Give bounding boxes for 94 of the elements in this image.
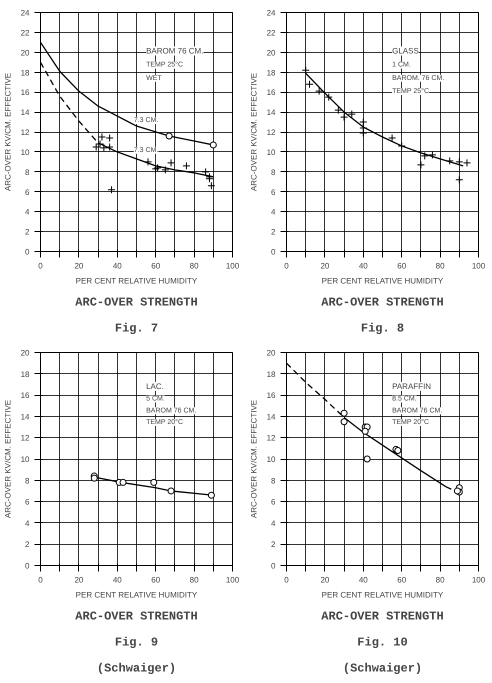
y-tick-label: 4 xyxy=(25,518,30,528)
y-tick-label: 6 xyxy=(271,188,276,197)
text: ARC-OVER STRENGTH xyxy=(75,296,198,310)
x-tick-label: 100 xyxy=(472,262,486,270)
y-tick-label: 22 xyxy=(266,28,276,38)
annotation: BAROM 76 CM. xyxy=(146,46,204,56)
x-tick-label: 80 xyxy=(190,576,200,584)
text: Fig. 10 xyxy=(357,636,408,650)
x-tick-label: 100 xyxy=(226,576,240,584)
y-tick-label: 2 xyxy=(271,540,276,550)
y-tick-label: 20 xyxy=(20,348,30,358)
y-tick-label: 10 xyxy=(266,148,276,157)
text: Fig. 9 xyxy=(114,636,158,650)
y-tick-label: 10 xyxy=(266,455,276,464)
x-tick-label: 20 xyxy=(74,576,84,584)
y-tick-label: 10 xyxy=(20,148,30,157)
y-tick-label: 16 xyxy=(20,88,30,98)
x-axis-title: PER CENT RELATIVE HUMIDITY xyxy=(322,276,444,286)
y-tick-label: 18 xyxy=(20,68,30,78)
y-tick-label: 8 xyxy=(25,476,30,486)
y-tick-label: 12 xyxy=(266,434,276,443)
y-tick-label: 0 xyxy=(25,562,30,570)
y-tick-label: 4 xyxy=(271,518,276,528)
y-tick-label: 16 xyxy=(20,391,30,400)
y-tick-label: 20 xyxy=(266,48,276,58)
y-tick-label: 2 xyxy=(271,228,276,237)
y-tick-label: 20 xyxy=(20,48,30,58)
x-tick-label: 80 xyxy=(436,262,446,270)
text: ARC-OVER STRENGTH xyxy=(321,296,444,310)
y-tick-label: 6 xyxy=(25,498,30,507)
text: Fig. 7 xyxy=(114,322,158,336)
text: ARC-OVER STRENGTH xyxy=(75,610,198,624)
text: ARC-OVER STRENGTH xyxy=(321,610,444,624)
y-tick-label: 12 xyxy=(266,128,276,137)
x-tick-label: 40 xyxy=(112,576,122,584)
annotation: PARAFFIN xyxy=(392,382,432,391)
x-tick-label: 100 xyxy=(226,262,240,270)
x-tick-label: 40 xyxy=(358,576,368,584)
y-tick-label: 18 xyxy=(266,68,276,78)
x-tick-label: 60 xyxy=(397,262,407,270)
x-axis-title: PER CENT RELATIVE HUMIDITY xyxy=(76,276,198,286)
y-tick-label: 8 xyxy=(271,168,276,177)
x-axis-title: PER CENT RELATIVE HUMIDITY xyxy=(322,590,444,600)
x-tick-label: 40 xyxy=(112,262,122,270)
y-tick-label: 14 xyxy=(266,412,276,422)
y-tick-label: 8 xyxy=(25,168,30,177)
text: Fig. 8 xyxy=(360,322,404,336)
x-tick-label: 60 xyxy=(397,576,407,584)
y-axis-title: ARC-OVER KV/CM. EFFECTIVE xyxy=(250,72,259,192)
x-tick-label: 0 xyxy=(284,576,290,584)
y-tick-label: 12 xyxy=(20,128,30,137)
x-tick-label: 60 xyxy=(151,576,161,584)
text: (Schwaiger) xyxy=(96,662,176,676)
annotation: LAC. xyxy=(146,382,164,391)
y-tick-label: 2 xyxy=(25,228,30,237)
y-tick-label: 18 xyxy=(20,370,30,379)
y-tick-label: 4 xyxy=(271,208,276,217)
x-tick-label: 0 xyxy=(284,262,290,270)
x-tick-label: 60 xyxy=(151,262,161,270)
y-tick-label: 8 xyxy=(271,476,276,486)
x-tick-label: 80 xyxy=(436,576,446,584)
x-tick-label: 80 xyxy=(190,262,200,270)
y-tick-label: 6 xyxy=(25,188,30,197)
y-tick-label: 24 xyxy=(266,8,276,18)
annotation: GLASS xyxy=(392,46,419,56)
y-tick-label: 16 xyxy=(266,391,276,400)
y-tick-label: 18 xyxy=(266,370,276,379)
y-tick-label: 12 xyxy=(20,434,30,443)
y-tick-label: 10 xyxy=(20,455,30,464)
y-tick-label: 2 xyxy=(25,540,30,550)
y-axis-title: ARC-OVER KV/CM. EFFECTIVE xyxy=(4,72,13,192)
y-tick-label: 0 xyxy=(25,248,30,256)
x-tick-label: 20 xyxy=(320,576,330,584)
y-tick-label: 16 xyxy=(266,88,276,98)
y-tick-label: 4 xyxy=(25,208,30,217)
y-axis-title: ARC-OVER KV/CM. EFFECTIVE xyxy=(4,400,13,518)
y-tick-label: 14 xyxy=(20,108,30,118)
y-tick-label: 14 xyxy=(266,108,276,118)
y-axis-title: ARC-OVER KV/CM. EFFECTIVE xyxy=(250,400,259,518)
y-tick-label: 6 xyxy=(271,498,276,507)
y-tick-label: 22 xyxy=(20,28,30,38)
text: (Schwaiger) xyxy=(342,662,422,676)
y-tick-label: 24 xyxy=(20,8,30,18)
x-tick-label: 40 xyxy=(358,262,368,270)
x-axis-title: PER CENT RELATIVE HUMIDITY xyxy=(76,590,198,600)
x-tick-label: 0 xyxy=(38,576,44,584)
y-tick-label: 0 xyxy=(271,562,276,570)
x-tick-label: 20 xyxy=(74,262,84,270)
x-tick-label: 100 xyxy=(472,576,486,584)
y-tick-label: 20 xyxy=(266,348,276,358)
x-tick-label: 20 xyxy=(320,262,330,270)
y-tick-label: 0 xyxy=(271,248,276,256)
y-tick-label: 14 xyxy=(20,412,30,422)
x-tick-label: 0 xyxy=(38,262,44,270)
